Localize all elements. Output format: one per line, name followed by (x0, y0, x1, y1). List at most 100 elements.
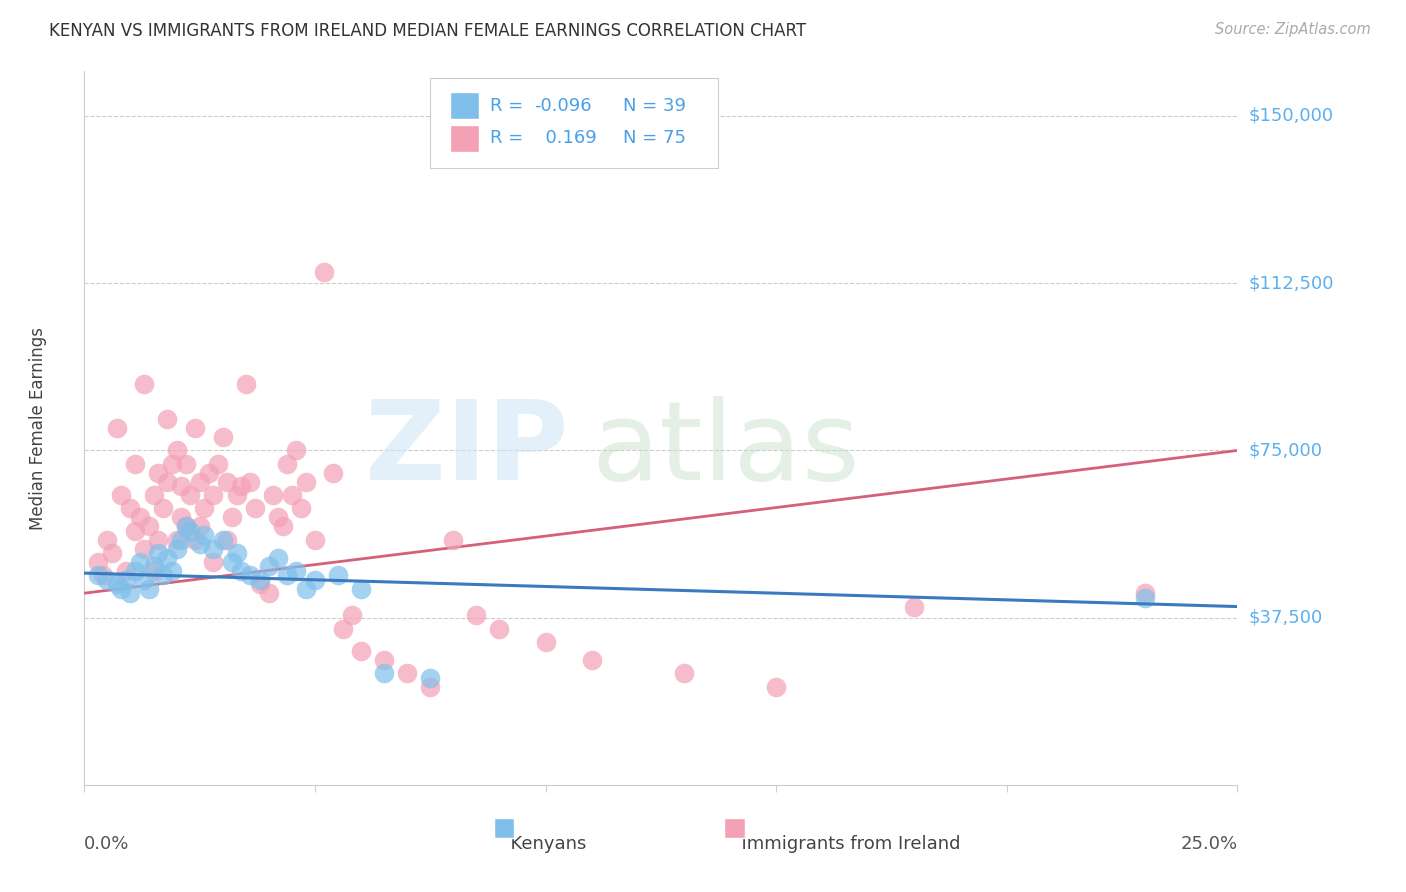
Point (225, 488, 247, 502)
Text: KENYAN VS IMMIGRANTS FROM IRELAND MEDIAN FEMALE EARNINGS CORRELATION CHART: KENYAN VS IMMIGRANTS FROM IRELAND MEDIAN… (49, 22, 806, 40)
Point (285, 443, 308, 458)
Point (174, 519, 197, 533)
Point (235, 376, 257, 391)
Point (221, 510, 243, 524)
Point (314, 265, 336, 279)
Point (110, 582, 132, 596)
Point (231, 564, 253, 578)
Point (322, 466, 344, 480)
Point (221, 555, 243, 569)
Point (350, 644, 373, 658)
Point (373, 653, 395, 667)
Point (257, 559, 280, 574)
FancyBboxPatch shape (450, 92, 478, 120)
Point (202, 488, 225, 502)
Point (419, 680, 441, 694)
Text: N = 39: N = 39 (623, 96, 686, 114)
Point (174, 519, 197, 533)
Point (120, 586, 142, 600)
Point (262, 488, 284, 502)
Point (138, 582, 160, 596)
Point (152, 501, 174, 516)
Text: Immigrants from Ireland: Immigrants from Ireland (730, 835, 960, 853)
Point (276, 457, 298, 471)
Point (765, 680, 787, 694)
Point (128, 510, 150, 524)
Point (294, 582, 316, 596)
Point (188, 475, 211, 489)
Point (110, 488, 132, 502)
Point (142, 564, 165, 578)
Text: -0.096: -0.096 (534, 96, 592, 114)
Point (87, 568, 110, 582)
Point (138, 519, 160, 533)
Point (281, 488, 304, 502)
Text: R =: R = (491, 129, 529, 147)
Text: $112,500: $112,500 (1249, 274, 1334, 293)
Point (243, 501, 266, 516)
Point (174, 457, 197, 471)
Point (217, 475, 239, 489)
Point (128, 555, 150, 569)
Point (285, 564, 308, 578)
Point (184, 421, 207, 435)
Point (396, 666, 419, 681)
Point (534, 635, 557, 649)
Point (202, 555, 225, 569)
Point (142, 559, 165, 574)
Point (124, 457, 146, 471)
Text: 0.169: 0.169 (534, 129, 596, 147)
Point (166, 541, 188, 556)
Point (271, 519, 294, 533)
Point (267, 550, 290, 565)
Point (294, 475, 316, 489)
Point (146, 466, 169, 480)
Point (1133, 586, 1156, 600)
Point (903, 599, 925, 614)
Point (188, 519, 211, 533)
Point (146, 533, 169, 547)
Point (304, 573, 326, 587)
Point (267, 510, 290, 524)
Point (304, 533, 326, 547)
Point (211, 533, 233, 547)
Point (156, 550, 179, 565)
Point (105, 421, 128, 435)
Point (184, 533, 207, 547)
FancyBboxPatch shape (450, 125, 478, 152)
Text: Median Female Earnings: Median Female Earnings (30, 326, 48, 530)
Point (488, 622, 510, 636)
Point (193, 528, 215, 542)
Point (211, 430, 233, 444)
Point (179, 524, 201, 538)
Point (441, 533, 464, 547)
Point (231, 479, 253, 493)
Point (198, 466, 221, 480)
Point (290, 501, 312, 516)
Text: R =: R = (491, 96, 529, 114)
Point (142, 488, 165, 502)
Point (332, 622, 354, 636)
Point (465, 608, 488, 623)
Point (96, 573, 118, 587)
Point (581, 653, 603, 667)
Point (257, 586, 280, 600)
Point (202, 541, 225, 556)
Text: 25.0%: 25.0% (1180, 835, 1237, 853)
Point (249, 573, 271, 587)
Text: ZIP: ZIP (366, 396, 568, 503)
Point (239, 475, 262, 489)
FancyBboxPatch shape (724, 819, 745, 838)
Text: N = 75: N = 75 (623, 129, 686, 147)
Point (276, 568, 298, 582)
Point (166, 533, 188, 547)
Point (105, 577, 128, 591)
Text: 0.0%: 0.0% (84, 835, 129, 853)
Point (160, 457, 183, 471)
Point (115, 573, 138, 587)
Point (217, 533, 239, 547)
Point (87, 555, 110, 569)
Point (170, 510, 193, 524)
Point (124, 564, 146, 578)
Point (170, 533, 193, 547)
